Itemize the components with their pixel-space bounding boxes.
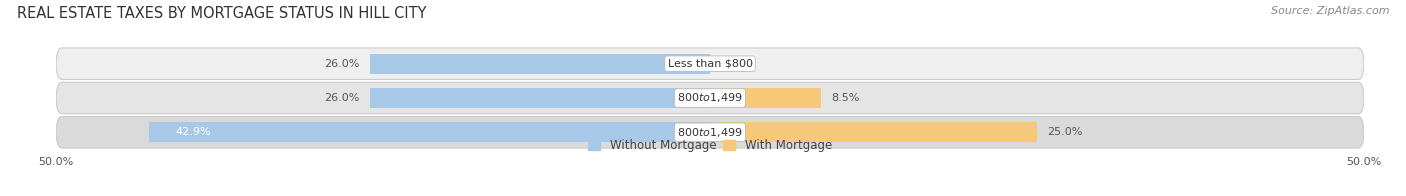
Text: 0.0%: 0.0% [720, 59, 749, 69]
Text: 26.0%: 26.0% [325, 59, 360, 69]
Text: REAL ESTATE TAXES BY MORTGAGE STATUS IN HILL CITY: REAL ESTATE TAXES BY MORTGAGE STATUS IN … [17, 6, 426, 21]
Text: 26.0%: 26.0% [325, 93, 360, 103]
Text: 42.9%: 42.9% [176, 127, 211, 137]
Bar [370, 88, 710, 108]
Bar [370, 54, 710, 74]
Legend: Without Mortgage, With Mortgage: Without Mortgage, With Mortgage [588, 140, 832, 152]
Text: 8.5%: 8.5% [831, 93, 860, 103]
FancyBboxPatch shape [56, 48, 1364, 80]
Text: $800 to $1,499: $800 to $1,499 [678, 92, 742, 104]
Bar [710, 88, 821, 108]
FancyBboxPatch shape [56, 116, 1364, 148]
Text: 25.0%: 25.0% [1047, 127, 1083, 137]
Text: Less than $800: Less than $800 [668, 59, 752, 69]
Text: $800 to $1,499: $800 to $1,499 [678, 126, 742, 139]
Text: Source: ZipAtlas.com: Source: ZipAtlas.com [1271, 6, 1389, 16]
Bar [710, 122, 1038, 142]
FancyBboxPatch shape [56, 82, 1364, 114]
Bar [149, 122, 710, 142]
